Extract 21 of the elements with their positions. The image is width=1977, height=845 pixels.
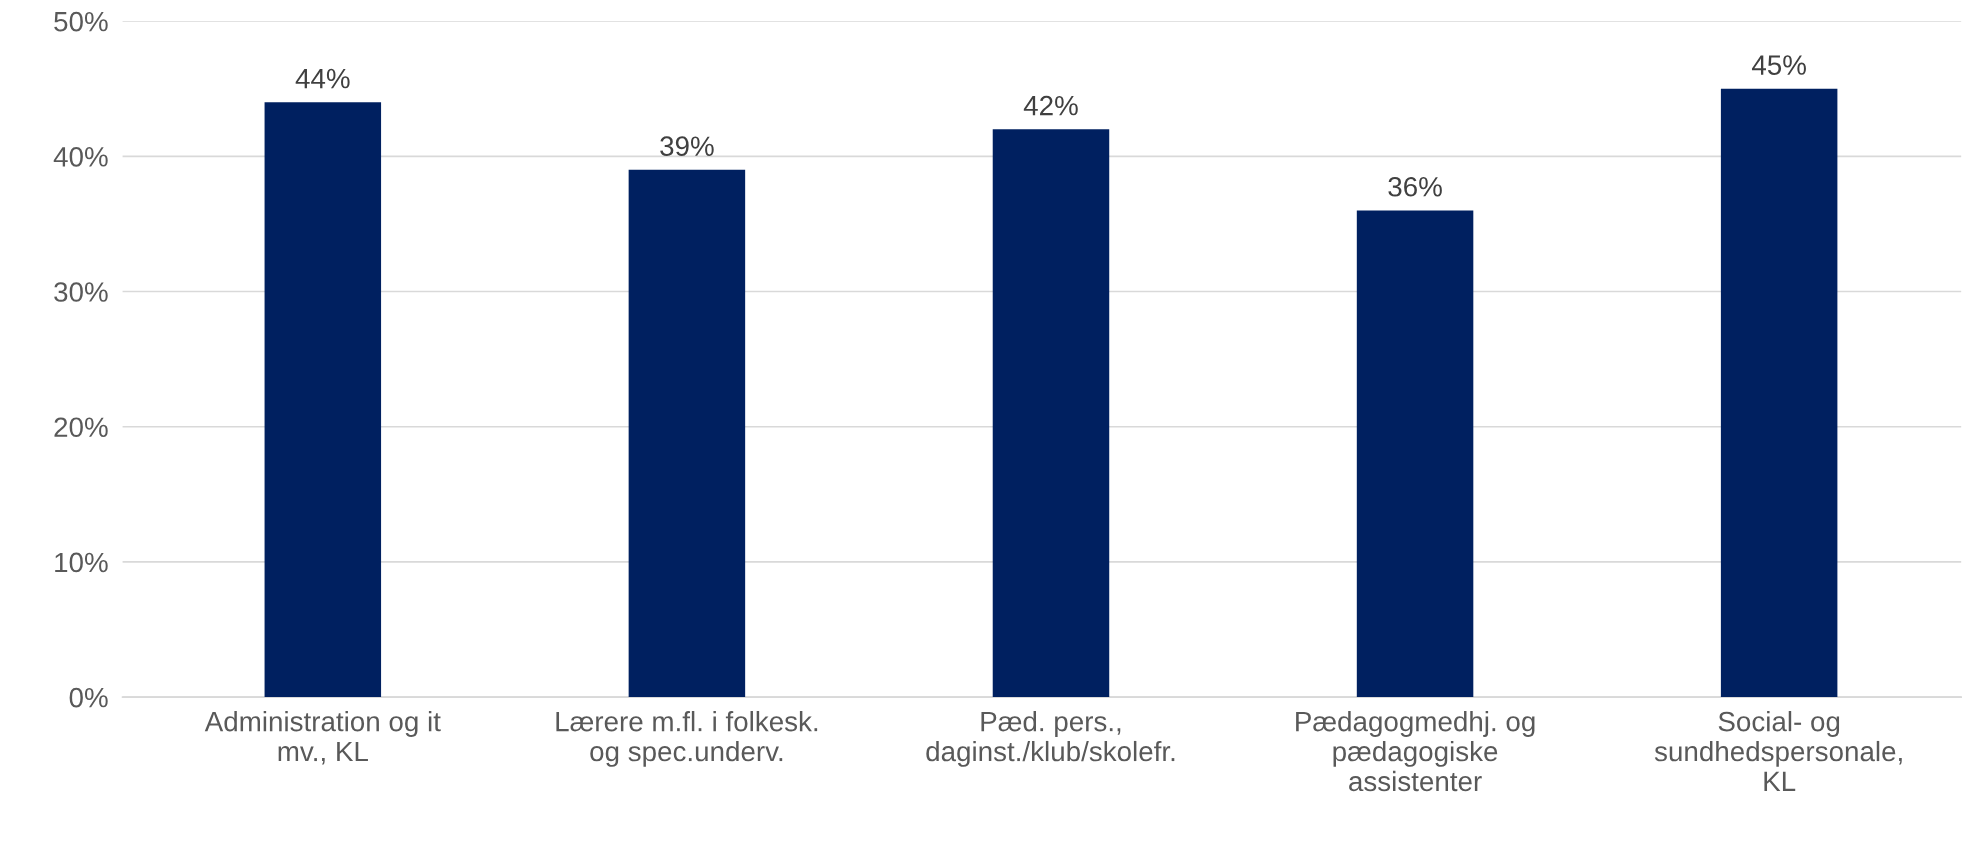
x-tick-label: Pæd. pers., daginst./klub/skolefr.	[926, 711, 1175, 767]
data-label: 44%	[295, 68, 350, 89]
bar	[1720, 88, 1838, 698]
y-tick-label: 0%	[69, 687, 108, 708]
data-label: 42%	[1023, 95, 1078, 116]
data-label: 39%	[660, 136, 714, 157]
y-tick-label: 50%	[54, 11, 108, 32]
x-tick-label: Social- og sundhedspersonale, KL	[1654, 711, 1902, 791]
x-tick-label: Lærere m.fl. i folkesk. og spec.underv.	[556, 711, 818, 767]
bar	[264, 102, 382, 698]
bar	[992, 129, 1110, 698]
bar	[628, 169, 746, 698]
y-tick-label: 30%	[54, 282, 108, 302]
data-label: 45%	[1751, 55, 1806, 75]
x-tick-label: Pædagogmedhj. og pædagogiske assistenter	[1296, 711, 1535, 792]
bar	[1356, 210, 1474, 698]
data-label: 36%	[1388, 176, 1442, 197]
y-tick-label: 10%	[55, 552, 108, 573]
x-tick-label: Administration og it mv., KL	[204, 711, 441, 765]
y-tick-label: 20%	[54, 417, 108, 438]
y-tick-label: 40%	[53, 146, 108, 167]
